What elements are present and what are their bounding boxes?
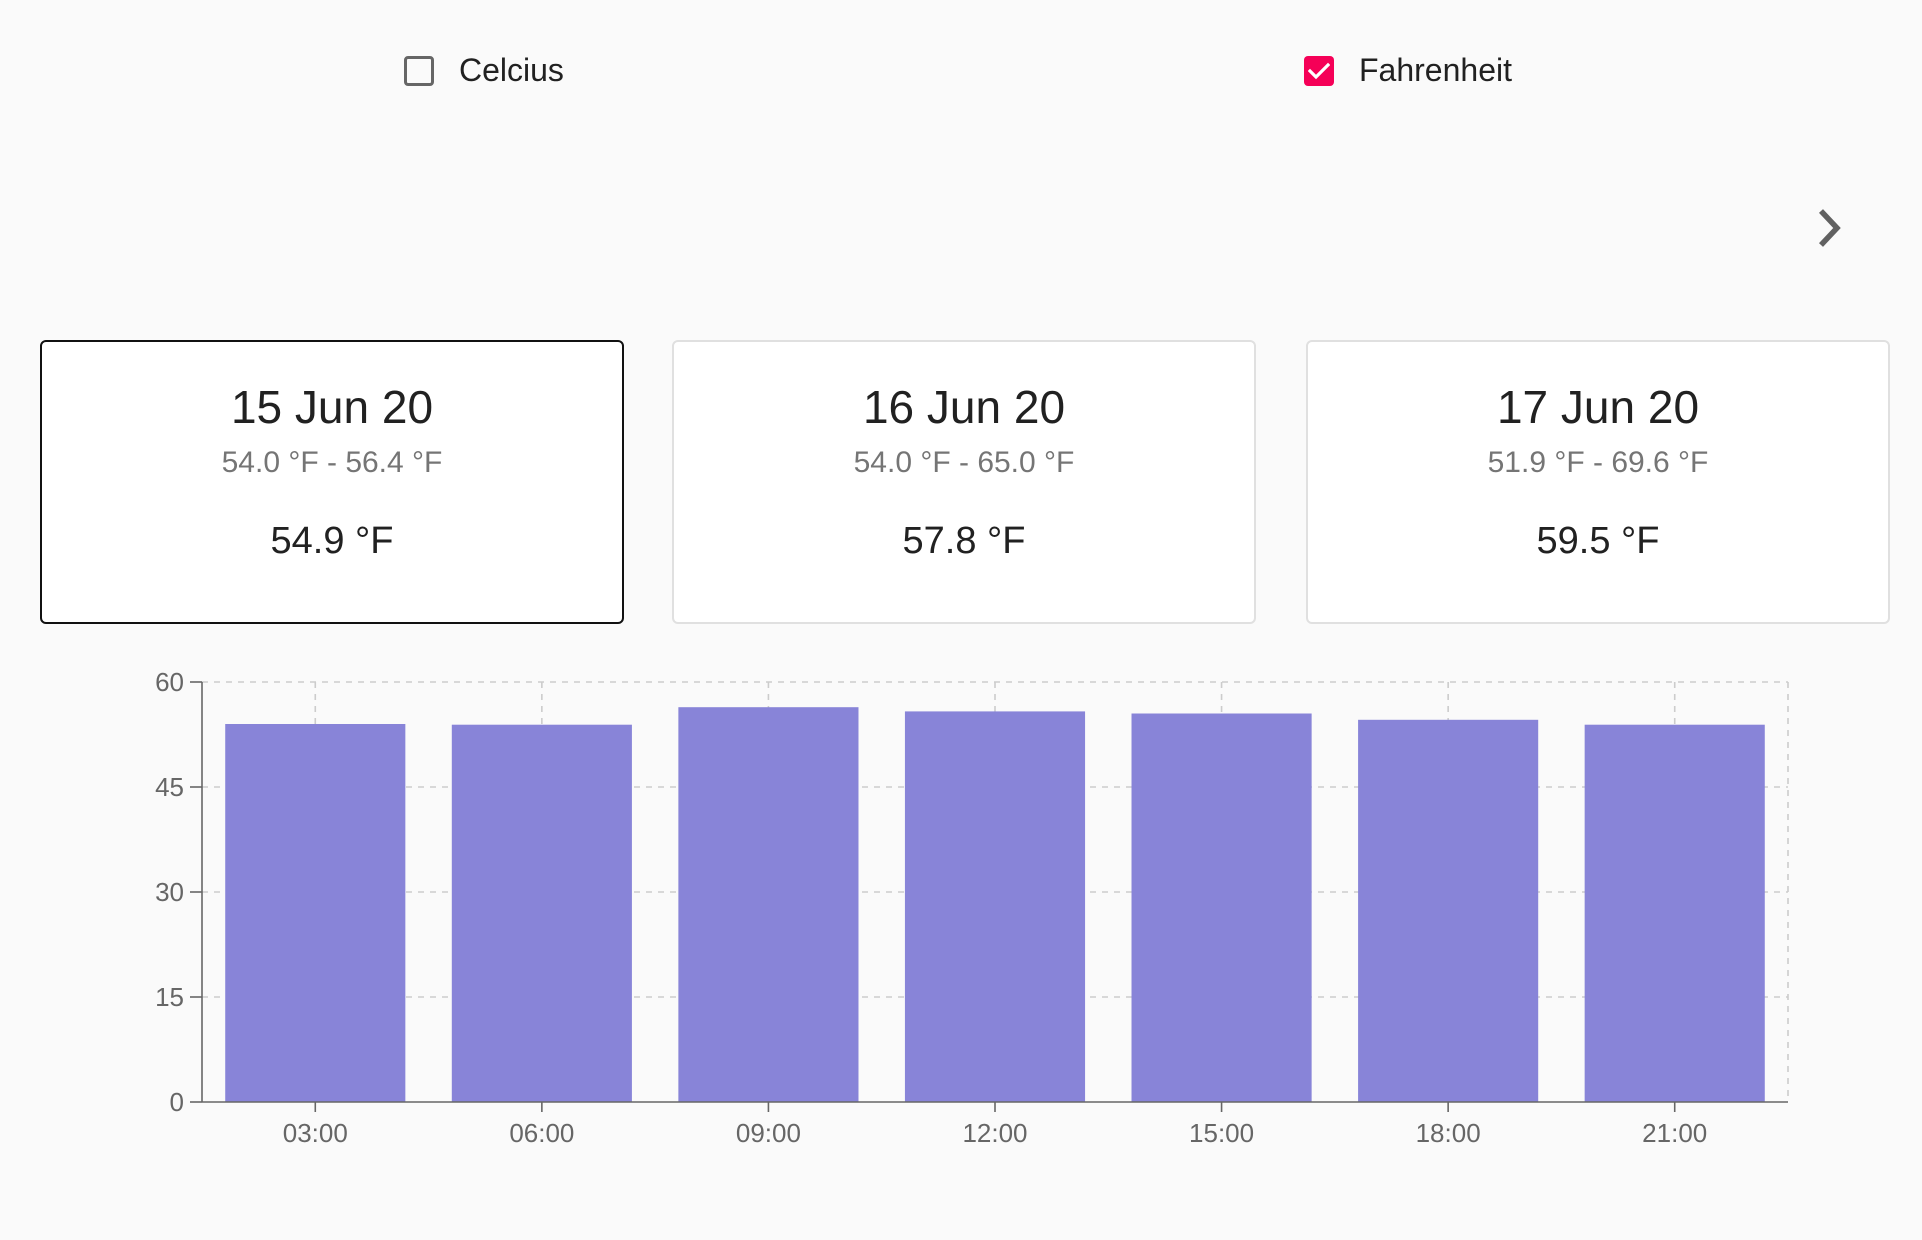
bar: [1358, 719, 1539, 1102]
bar: [1131, 713, 1312, 1102]
next-page-button[interactable]: [1806, 202, 1852, 254]
x-tick-label: 03:00: [283, 1118, 348, 1148]
fahrenheit-label: Fahrenheit: [1359, 52, 1512, 88]
card-average-temperature: 54.9 °F: [270, 520, 394, 562]
forecast-card[interactable]: 16 Jun 20 54.0 °F - 65.0 °F 57.8 °F: [672, 340, 1256, 624]
hourly-temperature-chart: 0 15 30 45 60 03:00 06:00 09:00 12:00 15:00 18:00 2…: [155, 667, 1789, 1148]
y-tick-label: 0: [170, 1087, 184, 1117]
card-average-temperature: 59.5 °F: [1536, 520, 1660, 562]
card-average-temperature: 57.8 °F: [902, 520, 1026, 562]
card-date: 15 Jun 20: [230, 381, 434, 433]
x-tick-label: 15:00: [1189, 1118, 1254, 1148]
card-date: 17 Jun 20: [1496, 381, 1700, 433]
celsius-toggle[interactable]: Celcius: [404, 52, 564, 89]
card-date: 16 Jun 20: [862, 381, 1066, 433]
fahrenheit-toggle[interactable]: Fahrenheit: [1304, 52, 1512, 89]
bar: [678, 707, 859, 1102]
chevron-right-icon: [1818, 209, 1841, 247]
bar: [904, 711, 1086, 1102]
y-tick-label: 30: [155, 877, 184, 907]
x-tick-label: 12:00: [962, 1118, 1027, 1148]
celsius-label: Celcius: [459, 52, 564, 88]
x-tick-label: 18:00: [1416, 1118, 1481, 1148]
checkmark-icon: [1308, 62, 1330, 79]
card-temperature-range: 54.0 °F - 56.4 °F: [221, 446, 443, 479]
forecast-card[interactable]: 15 Jun 20 54.0 °F - 56.4 °F 54.9 °F: [40, 340, 624, 624]
card-temperature-range: 54.0 °F - 65.0 °F: [853, 446, 1075, 479]
y-tick-label: 60: [155, 667, 184, 697]
x-tick-label: 06:00: [509, 1118, 574, 1148]
card-temperature-range: 51.9 °F - 69.6 °F: [1487, 446, 1709, 479]
bar: [451, 724, 632, 1102]
y-tick-label: 15: [155, 982, 184, 1012]
bar: [1584, 724, 1765, 1102]
forecast-card[interactable]: 17 Jun 20 51.9 °F - 69.6 °F 59.5 °F: [1306, 340, 1890, 624]
x-tick-label: 21:00: [1642, 1118, 1707, 1148]
x-tick-label: 09:00: [736, 1118, 801, 1148]
y-tick-label: 45: [155, 772, 184, 802]
bar: [225, 724, 406, 1102]
celsius-checkbox[interactable]: [404, 55, 434, 86]
fahrenheit-checkbox[interactable]: [1304, 55, 1334, 86]
